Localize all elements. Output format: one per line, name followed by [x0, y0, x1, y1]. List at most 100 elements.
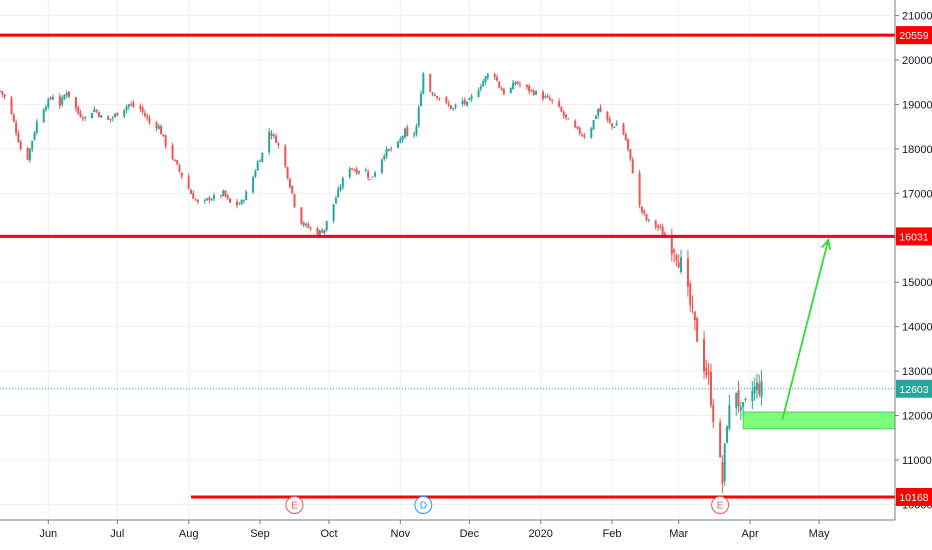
candle-body — [65, 92, 68, 96]
candle-body — [551, 99, 554, 102]
x-tick-label: Jun — [39, 528, 57, 540]
candle-body — [417, 106, 420, 126]
candle-body — [116, 112, 119, 116]
candle-body — [84, 116, 87, 118]
candle-body — [760, 380, 763, 398]
candle-body — [127, 104, 130, 107]
candle-body — [406, 127, 409, 136]
candle-body — [726, 426, 729, 443]
candle-body — [254, 171, 257, 178]
candle-body — [541, 91, 544, 99]
candle-body — [466, 101, 469, 105]
candle-body — [364, 170, 367, 172]
x-tick-label: Apr — [741, 528, 758, 540]
candle-body — [219, 195, 222, 197]
candle-body — [31, 140, 34, 150]
candle-body — [332, 204, 335, 221]
candle-body — [558, 101, 561, 107]
x-tick-label: Feb — [603, 528, 622, 540]
candle-body — [495, 76, 498, 81]
candle-body — [659, 226, 662, 228]
candle-body — [286, 166, 289, 179]
y-tick-label: 17000 — [902, 188, 932, 200]
candle-body — [709, 371, 712, 406]
candle-body — [661, 226, 664, 235]
candle-body — [413, 133, 416, 136]
time-axis[interactable]: Jun Jul Aug Sep Oct Nov Dec 2020 Feb Mar Apr May — [39, 520, 830, 540]
candle-body — [157, 125, 160, 130]
candle-body — [0, 90, 1, 92]
event-marker-label: D — [420, 501, 427, 512]
candle-body — [355, 168, 358, 174]
candle-body — [272, 135, 275, 137]
candle-body — [673, 250, 676, 253]
candle-body — [624, 134, 627, 141]
candle-body — [415, 126, 418, 135]
candle-body — [180, 172, 183, 177]
candle-body — [196, 199, 199, 202]
candle-body — [316, 228, 319, 236]
candle-body — [744, 399, 747, 401]
candle-body — [291, 185, 294, 194]
y-tick-label: 12000 — [902, 411, 932, 423]
candle-body — [387, 149, 390, 151]
candle-body — [348, 168, 351, 178]
candle-body — [703, 339, 706, 372]
candle-body — [208, 197, 211, 200]
candle-body — [403, 128, 406, 138]
candle-body — [677, 262, 680, 268]
candle-body — [176, 160, 179, 165]
candle-body — [367, 171, 370, 178]
candle-body — [245, 191, 248, 201]
candle-body — [438, 98, 441, 100]
x-tick-label: Oct — [320, 528, 337, 540]
candle-body — [560, 107, 563, 112]
candle-body — [723, 443, 726, 481]
candle-body — [63, 95, 66, 99]
candle-body — [535, 91, 538, 95]
event-marker — [285, 496, 304, 514]
candle-body — [268, 131, 271, 153]
candle-body — [12, 114, 15, 122]
candle-body — [383, 156, 386, 160]
candle-body — [592, 120, 595, 130]
price-level-tag: 16031 — [899, 231, 928, 243]
candle-body — [401, 136, 404, 140]
candle-body — [479, 86, 482, 90]
candle-body — [502, 88, 505, 95]
candle-body — [74, 97, 77, 109]
candle-body — [431, 92, 434, 95]
time-axis-bg — [0, 520, 932, 550]
candle-body — [512, 82, 515, 90]
price-level-tag: 10168 — [899, 492, 928, 504]
candle-body — [530, 90, 533, 92]
y-tick-label: 13000 — [902, 366, 932, 378]
candle-body — [436, 95, 439, 99]
event-marker — [414, 496, 433, 514]
candle-body — [125, 106, 128, 111]
candle-body — [470, 96, 473, 99]
candle-body — [509, 87, 512, 94]
candle-body — [192, 193, 195, 199]
candle-body — [482, 81, 485, 87]
candle-body — [148, 118, 151, 123]
candle-body — [51, 96, 54, 100]
candle-body — [657, 225, 660, 228]
x-tick-label: Dec — [460, 528, 480, 540]
candle-body — [81, 117, 84, 120]
x-tick-label: 2020 — [528, 528, 552, 540]
candle-body — [578, 128, 581, 134]
candle-body — [130, 104, 133, 106]
candle-body — [325, 220, 328, 231]
candle-body — [429, 74, 432, 92]
candle-body — [341, 177, 344, 188]
candle-body — [500, 88, 503, 91]
price-level-lines — [0, 33, 895, 499]
candle-body — [528, 85, 531, 92]
candle-body — [397, 141, 400, 148]
candle-body — [518, 84, 521, 86]
x-tick-label: Sep — [250, 528, 270, 540]
candle-body — [194, 199, 197, 201]
candle-body — [385, 149, 388, 157]
